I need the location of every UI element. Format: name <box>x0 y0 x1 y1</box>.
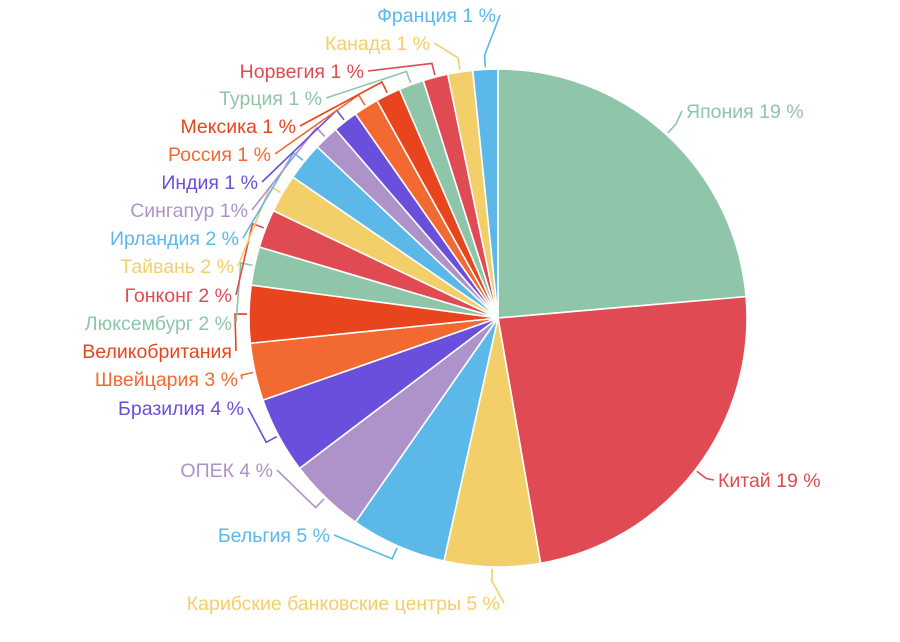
slice-label-карибские-банковские-центры-5: Карибские банковские центры 5 % <box>187 593 500 615</box>
slice-label-индия-1: Индия 1 % <box>161 172 258 194</box>
slice-label-бельгия-5: Бельгия 5 % <box>218 525 330 547</box>
slice-label-турция-1: Турция 1 % <box>219 88 322 110</box>
leader-line-9 <box>235 261 253 324</box>
pie-slice-2 <box>497 295 748 565</box>
leader-line-13 <box>251 126 326 211</box>
slice-label-япония-19: Япония 19 % <box>686 101 804 123</box>
slice-label-китай-19: Китай 19 % <box>718 470 821 492</box>
slice-label-ирландия-2: Ирландия 2 % <box>110 228 239 250</box>
leader-line-6 <box>247 407 278 444</box>
pie-slice-1 <box>497 68 747 319</box>
slice-labels: Япония 19 % Китай 19 % Карибские банковски… <box>82 5 820 615</box>
leader-line-10 <box>235 222 264 296</box>
pie-slices <box>248 68 748 568</box>
leader-line-7 <box>240 371 254 380</box>
leader-line-3 <box>490 568 505 604</box>
leader-line-8 <box>234 313 248 352</box>
slice-label-опек-4: ОПЕК 4 % <box>180 460 273 482</box>
slice-label-гонконг-2: Гонконг 2 % <box>125 285 232 307</box>
slice-label-норвегия-1: Норвегия 1 % <box>240 61 364 83</box>
leader-line-17 <box>325 70 412 99</box>
slice-label-люксембург-2: Люксембург 2 % <box>85 313 232 335</box>
slice-label-франция-1: Франция 1 % <box>377 5 496 27</box>
leader-line-1 <box>667 110 683 134</box>
slice-label-сингапур-1: Сингапур 1% <box>130 200 248 222</box>
slice-label-бразилия-4: Бразилия 4 % <box>118 398 244 420</box>
leader-line-16 <box>299 80 388 127</box>
slice-label-великобритания: Великобритания <box>82 341 232 363</box>
leader-lines <box>234 14 715 604</box>
leader-line-18 <box>367 62 436 76</box>
leader-line-20 <box>483 14 501 68</box>
leader-line-4 <box>333 534 398 560</box>
slice-label-мексика-1: Мексика 1 % <box>180 116 296 138</box>
slice-label-канада-1: Канада 1 % <box>325 33 430 55</box>
leader-line-19 <box>433 42 461 71</box>
leader-line-5 <box>276 469 325 509</box>
pie-slice-20 <box>471 68 499 319</box>
slice-label-тайвань-2: Тайвань 2 % <box>120 256 234 278</box>
leader-line-2 <box>696 470 715 481</box>
slice-label-швейцария-3: Швейцария 3 % <box>95 369 238 391</box>
slice-label-россия-1: Россия 1 % <box>168 144 271 166</box>
